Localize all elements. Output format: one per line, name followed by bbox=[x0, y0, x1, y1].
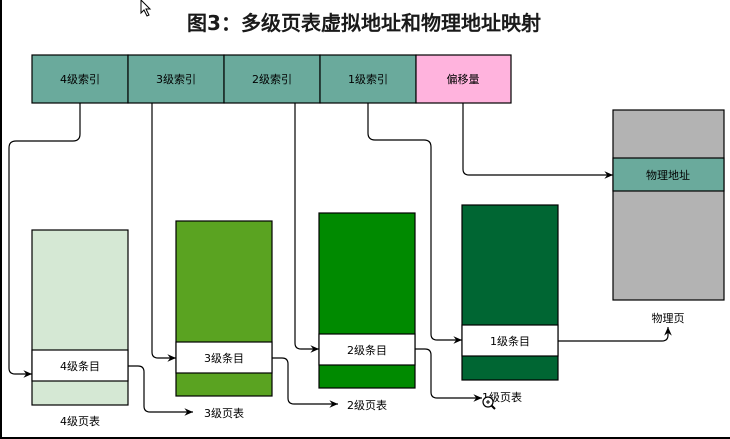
page-table-level1: 1级条目 1级页表 bbox=[461, 204, 559, 404]
page-table-entry-box bbox=[461, 324, 559, 357]
zoom-in-icon bbox=[482, 396, 496, 410]
address-field-offset: 偏移量 bbox=[415, 54, 512, 104]
address-field-level3-index: 3级索引 bbox=[127, 54, 225, 104]
physical-address-box bbox=[612, 157, 725, 192]
physical-address-label: 物理地址 bbox=[646, 168, 690, 182]
arrow-level1-entry-to-physical-page bbox=[558, 327, 672, 342]
arrow-level2-index-to-entry bbox=[294, 103, 319, 353]
arrow-level3-entry-to-level2-table bbox=[272, 357, 338, 408]
page-table-level4: 4级条目 4级页表 bbox=[31, 229, 129, 428]
page-table-label: 4级页表 bbox=[60, 414, 100, 428]
address-field-label: 2级索引 bbox=[252, 72, 292, 86]
arrow-level1-index-to-entry bbox=[367, 103, 462, 344]
virtual-address-bar: 4级索引 3级索引 2级索引 1级索引 偏移量 bbox=[31, 54, 512, 104]
arrow-level4-index-to-entry bbox=[8, 103, 81, 378]
address-field-box bbox=[223, 54, 321, 104]
arrow-level3-index-to-entry bbox=[151, 103, 176, 362]
address-field-level1-index: 1级索引 bbox=[319, 54, 417, 104]
address-field-label: 4级索引 bbox=[60, 72, 100, 86]
address-field-box bbox=[31, 54, 129, 104]
page-table-entry-box bbox=[31, 349, 129, 382]
address-field-box bbox=[127, 54, 225, 104]
diagram-title: 图3：多级页表虚拟地址和物理地址映射 bbox=[187, 11, 541, 35]
page-table-level2: 2级条目 2级页表 bbox=[318, 212, 416, 412]
address-field-level2-index: 2级索引 bbox=[223, 54, 321, 104]
mouse-cursor-icon bbox=[140, 0, 152, 17]
arrow-offset-to-physical-address bbox=[462, 103, 613, 179]
page-table-entry-label: 4级条目 bbox=[60, 359, 100, 373]
page-table-label: 2级页表 bbox=[347, 398, 387, 412]
page-table-entry-label: 2级条目 bbox=[347, 343, 387, 357]
address-field-label: 偏移量 bbox=[447, 72, 480, 86]
physical-page-body bbox=[612, 109, 725, 301]
address-field-level4-index: 4级索引 bbox=[31, 54, 129, 104]
address-field-label: 3级索引 bbox=[156, 72, 196, 86]
page-table-entry-label: 3级条目 bbox=[204, 351, 244, 365]
address-field-label: 1级索引 bbox=[348, 72, 388, 86]
arrow-level4-entry-to-level3-table bbox=[128, 365, 193, 416]
arrow-level2-entry-to-level1-table bbox=[415, 348, 482, 402]
page-table-level3: 3级条目 3级页表 bbox=[175, 220, 273, 420]
physical-page-label: 物理页 bbox=[652, 311, 685, 325]
page-table-label: 3级页表 bbox=[204, 406, 244, 420]
page-table-entry-label: 1级条目 bbox=[490, 334, 530, 348]
physical-page: 物理地址 物理页 bbox=[612, 109, 725, 325]
